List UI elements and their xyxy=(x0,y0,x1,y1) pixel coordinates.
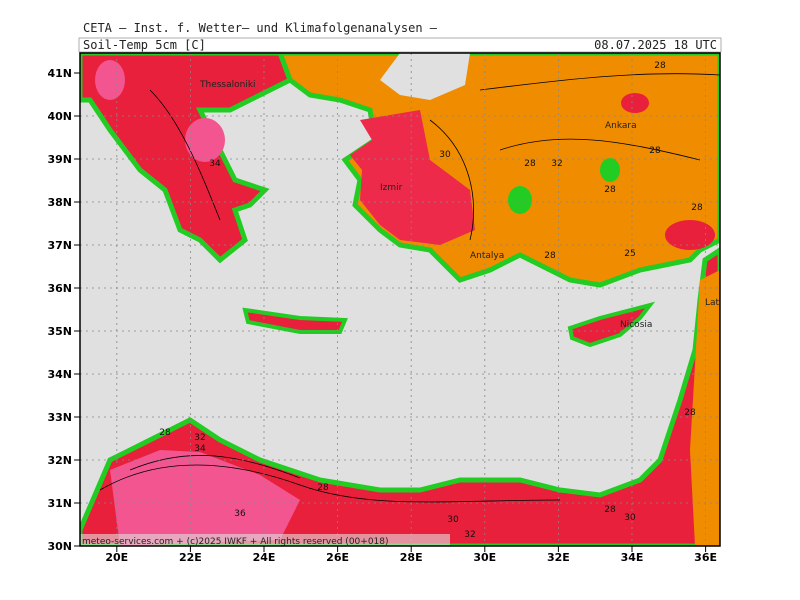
lat-label: 36N xyxy=(47,282,72,295)
axes: 41N 40N 39N 38N 37N 36N 35N 34N 33N 32N 31N 30N 20E 2… xyxy=(47,67,717,564)
contour-label: 28 xyxy=(649,146,661,156)
contour-label: 34 xyxy=(194,444,206,454)
contour-label: 28 xyxy=(159,428,171,438)
contour-label: 36 xyxy=(234,509,246,519)
contour-line xyxy=(129,455,301,479)
contour-label: 28 xyxy=(691,203,703,213)
lat-label: 32N xyxy=(47,454,72,467)
lat-label: 39N xyxy=(47,153,72,166)
contour-label: 25 xyxy=(624,249,635,259)
contour-label: 28 xyxy=(524,159,536,169)
contour-label: 32 xyxy=(464,530,475,540)
contour-label: 28 xyxy=(654,61,666,71)
credit-bg xyxy=(80,534,450,546)
warm-zone xyxy=(350,110,475,245)
lon-label: 26E xyxy=(326,551,349,564)
contour-label: 30 xyxy=(447,515,459,525)
contour-label: 34 xyxy=(209,159,221,169)
map-frame xyxy=(79,52,721,547)
contour-label: 28 xyxy=(604,505,616,515)
lon-label: 30E xyxy=(473,551,496,564)
lon-label: 34E xyxy=(621,551,644,564)
contour-label: 32 xyxy=(551,159,562,169)
place-label: Lattakia xyxy=(705,298,741,308)
valid-time: 08.07.2025 18 UTC xyxy=(594,38,717,52)
place-label: Thessaloniki xyxy=(199,80,256,90)
credit: meteo-services.com + (c)2025 IWKF + All … xyxy=(82,537,389,547)
lat-label: 30N xyxy=(47,540,72,553)
contour-line xyxy=(99,464,561,503)
sea-marmara xyxy=(380,53,470,100)
warm-spot xyxy=(185,118,225,162)
lon-label: 20E xyxy=(105,551,128,564)
contour-line xyxy=(429,119,474,241)
land-cyprus xyxy=(567,301,656,348)
lat-label: 40N xyxy=(47,110,72,123)
contour-line xyxy=(499,138,701,161)
lat-label: 41N xyxy=(47,67,72,80)
contour-label: 28 xyxy=(317,483,329,493)
lat-label: 37N xyxy=(47,239,72,252)
lat-label: 34N xyxy=(47,368,72,381)
labels: Tirana Thessaloniki Izmir Ankara Antalya Nico… xyxy=(80,45,741,547)
place-label: Izmir xyxy=(380,183,403,193)
land-crete xyxy=(242,307,348,334)
warm-spot xyxy=(621,93,649,113)
contour-label: 30 xyxy=(624,513,636,523)
lat-label: 33N xyxy=(47,411,72,424)
contour-label: 28 xyxy=(544,251,556,261)
warm-spot xyxy=(95,60,125,100)
contour-line xyxy=(479,73,720,91)
contour-label: 28 xyxy=(684,408,696,418)
land-greece xyxy=(80,53,294,264)
cool-spot xyxy=(600,158,620,182)
lat-label: 31N xyxy=(47,497,72,510)
field-name: Soil-Temp 5cm [C] xyxy=(83,38,206,52)
lon-label: 32E xyxy=(547,551,570,564)
lon-label: 28E xyxy=(400,551,423,564)
warm-zone xyxy=(110,450,300,546)
header-title: CETA — Inst. f. Wetter— und Klimafolgena… xyxy=(83,21,438,35)
levant-zone xyxy=(690,270,720,546)
grid xyxy=(80,53,720,546)
place-label: Tirana xyxy=(99,45,128,55)
header-bar xyxy=(78,37,722,53)
place-label: Antalya xyxy=(470,251,504,261)
cool-spot xyxy=(508,186,532,214)
place-label: Nicosia xyxy=(620,320,652,330)
lon-label: 22E xyxy=(179,551,202,564)
lat-label: 38N xyxy=(47,196,72,209)
warm-spot xyxy=(665,220,715,250)
contour-label: 28 xyxy=(604,185,616,195)
contour-line xyxy=(149,89,221,221)
lon-label: 36E xyxy=(694,551,717,564)
lon-label: 24E xyxy=(253,551,276,564)
contour-label: 30 xyxy=(439,150,451,160)
place-label: Ankara xyxy=(605,121,637,131)
lat-label: 35N xyxy=(47,325,72,338)
map-area: Tirana Thessaloniki Izmir Ankara Antalya Nico… xyxy=(80,45,741,547)
contour-label: 32 xyxy=(194,433,205,443)
